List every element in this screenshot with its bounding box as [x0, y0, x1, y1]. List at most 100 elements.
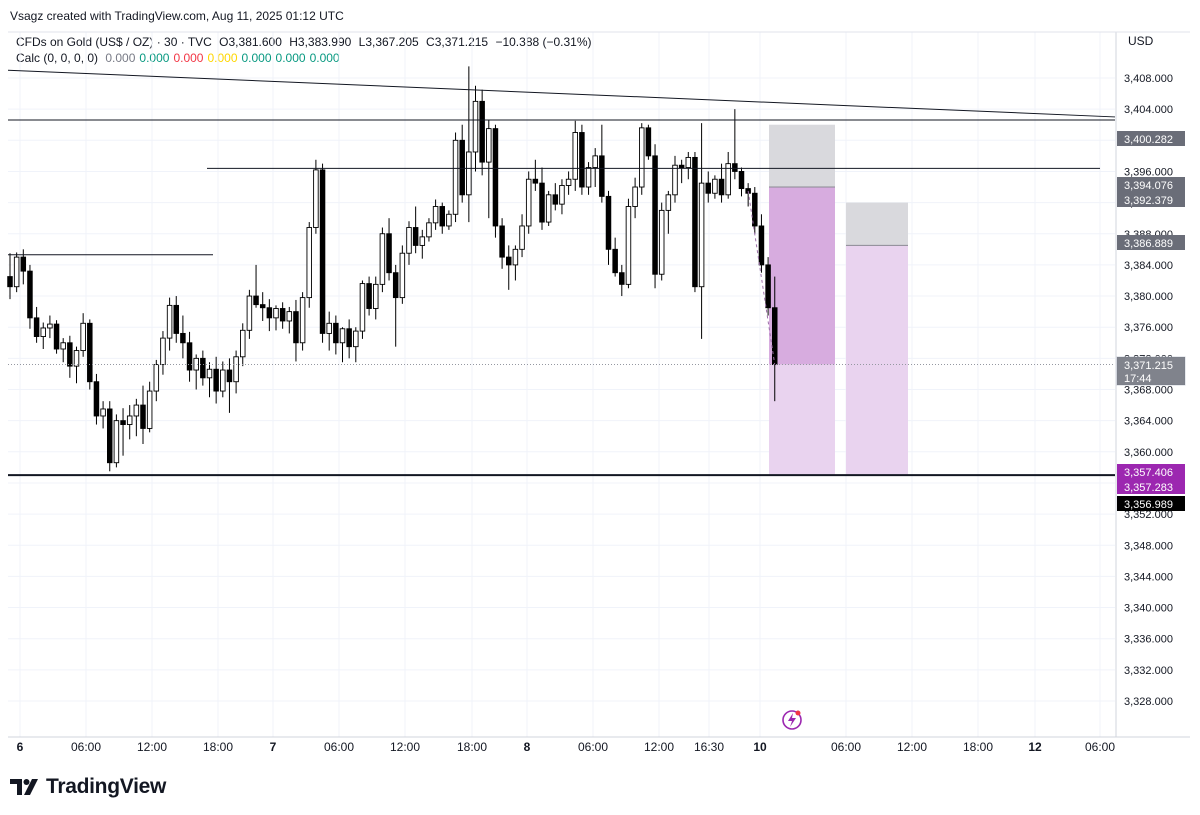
candle-body[interactable] [379, 233, 386, 285]
price-tag[interactable] [1117, 131, 1185, 146]
candle-body[interactable] [466, 151, 472, 196]
candle-body[interactable] [426, 222, 432, 238]
stop-loss-zone[interactable] [846, 202, 908, 246]
candle-body[interactable] [299, 297, 306, 344]
candle-body[interactable] [166, 304, 173, 339]
candle-body[interactable] [678, 164, 685, 169]
candle-body[interactable] [532, 178, 539, 184]
candle-body[interactable] [186, 342, 193, 371]
symbol-title[interactable]: CFDs on Gold (US$ / OZ) · 30 · TVC [16, 35, 212, 49]
candle-body[interactable] [599, 155, 605, 197]
candle-body[interactable] [479, 100, 485, 163]
price-tag[interactable] [1117, 177, 1185, 192]
candle-body[interactable] [399, 252, 406, 299]
candle-body[interactable] [226, 369, 233, 383]
candle-body[interactable] [406, 227, 412, 254]
candle-body[interactable] [772, 307, 778, 366]
candle-body[interactable] [7, 276, 13, 288]
candle-body[interactable] [259, 304, 266, 309]
candle-body[interactable] [100, 408, 106, 417]
candle-body[interactable] [432, 206, 439, 224]
candle-body[interactable] [732, 163, 738, 172]
candle-body[interactable] [133, 404, 140, 417]
candle-body[interactable] [153, 364, 160, 392]
candle-body[interactable] [33, 317, 40, 337]
candle-body[interactable] [725, 163, 731, 196]
candle-body[interactable] [160, 337, 166, 366]
candle-body[interactable] [685, 156, 692, 169]
candle-body[interactable] [126, 415, 133, 425]
candle-body[interactable] [246, 295, 253, 331]
candle-body[interactable] [73, 350, 80, 367]
candle-body[interactable] [658, 209, 665, 275]
candle-body[interactable] [605, 195, 612, 250]
candle-body[interactable] [632, 186, 638, 207]
candle-body[interactable] [233, 356, 239, 383]
candle-body[interactable] [87, 322, 93, 383]
candle-body[interactable] [665, 194, 672, 211]
candle-body[interactable] [106, 408, 113, 464]
candle-body[interactable] [346, 328, 352, 348]
price-tag[interactable] [1117, 479, 1185, 494]
candle-body[interactable] [765, 264, 771, 309]
stop-loss-zone[interactable] [769, 124, 835, 188]
candle-body[interactable] [619, 272, 625, 285]
candle-body[interactable] [519, 225, 525, 250]
candle-body[interactable] [60, 342, 66, 350]
candle-body[interactable] [459, 139, 465, 196]
candle-body[interactable] [486, 128, 492, 163]
candle-body[interactable] [472, 100, 479, 153]
candle-body[interactable] [392, 272, 399, 299]
take-profit-zone[interactable] [846, 245, 908, 475]
candle-body[interactable] [565, 178, 572, 186]
candle-body[interactable] [40, 327, 47, 337]
candle-body[interactable] [698, 182, 705, 288]
trendline[interactable] [7, 69, 1116, 118]
candle-body[interactable] [173, 304, 179, 334]
candle-body[interactable] [373, 283, 379, 309]
candle-body[interactable] [286, 311, 293, 322]
candle-body[interactable] [353, 330, 359, 348]
candle-body[interactable] [359, 283, 366, 332]
candle-body[interactable] [452, 139, 459, 215]
candle-body[interactable] [545, 194, 552, 223]
price-tag[interactable] [1117, 235, 1185, 250]
candle-body[interactable] [213, 368, 219, 392]
candle-body[interactable] [93, 381, 100, 417]
candle-body[interactable] [293, 311, 299, 344]
candle-body[interactable] [319, 169, 326, 334]
candle-body[interactable] [193, 357, 199, 371]
candle-body[interactable] [273, 308, 279, 319]
candle-body[interactable] [27, 270, 33, 319]
candle-body[interactable] [386, 233, 392, 274]
candle-body[interactable] [539, 182, 545, 223]
candle-body[interactable] [705, 182, 712, 194]
candle-body[interactable] [559, 185, 565, 205]
candle-body[interactable] [499, 225, 505, 258]
tradingview-logo[interactable]: TradingView [10, 775, 166, 799]
candle-body[interactable] [279, 308, 286, 322]
candle-body[interactable] [13, 256, 20, 288]
candle-body[interactable] [672, 164, 678, 196]
candle-body[interactable] [718, 178, 725, 196]
candle-body[interactable] [579, 132, 585, 188]
calc-indicator-label[interactable]: Calc (0, 0, 0, 0) [16, 51, 99, 65]
candle-body[interactable] [313, 169, 319, 228]
candle-body[interactable] [326, 322, 332, 334]
candle-body[interactable] [266, 307, 273, 319]
candle-body[interactable] [146, 390, 153, 429]
candle-body[interactable] [612, 248, 618, 274]
candle-body[interactable] [592, 155, 598, 169]
candle-body[interactable] [525, 178, 532, 227]
candle-body[interactable] [738, 170, 745, 190]
candle-body[interactable] [306, 227, 313, 299]
candle-body[interactable] [585, 167, 592, 188]
candle-body[interactable] [333, 322, 339, 344]
candle-body[interactable] [47, 323, 53, 329]
candle-body[interactable] [652, 155, 658, 275]
candle-body[interactable] [512, 248, 519, 266]
price-tag[interactable] [1117, 192, 1185, 207]
candle-body[interactable] [645, 127, 652, 157]
candle-body[interactable] [67, 342, 73, 367]
